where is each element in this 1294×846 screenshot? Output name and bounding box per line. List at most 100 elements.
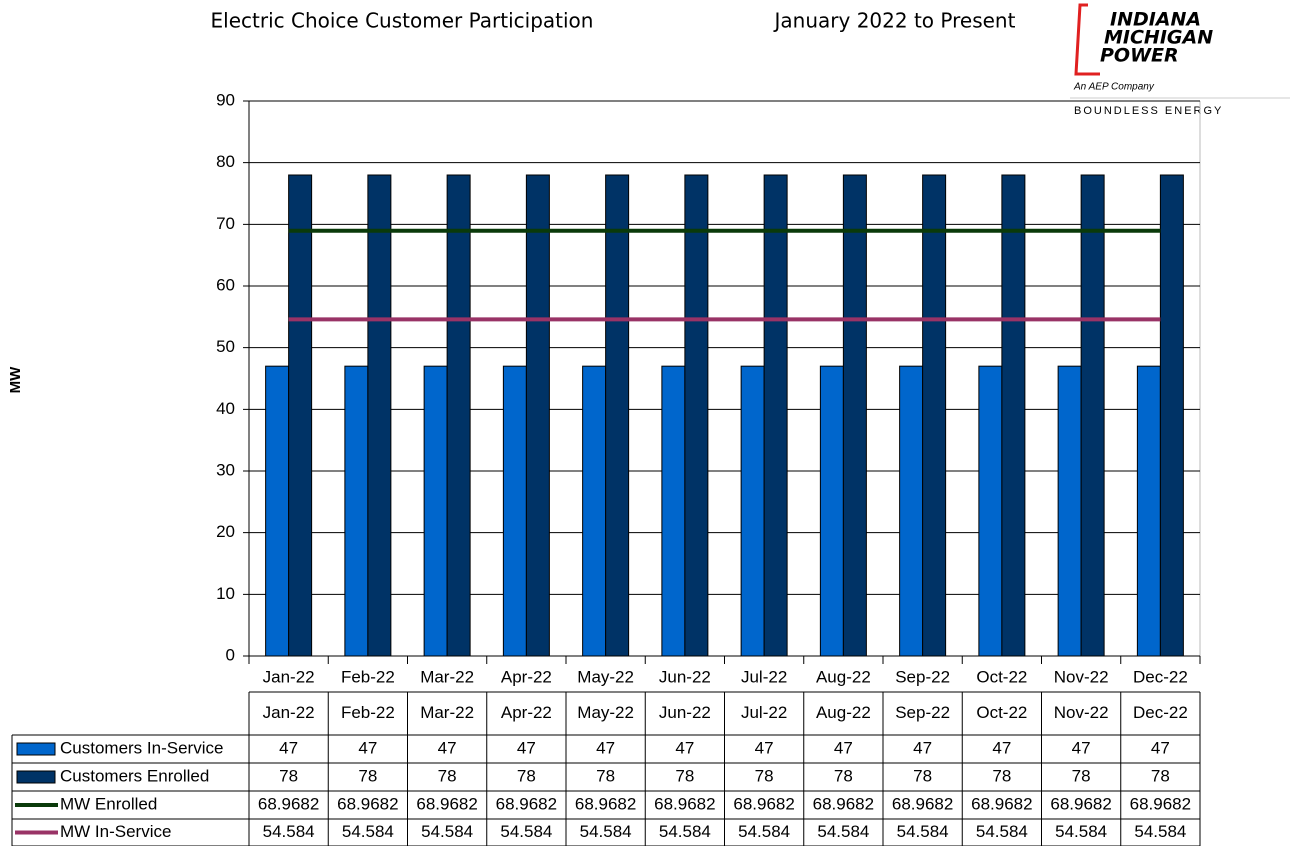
bar xyxy=(899,365,924,657)
table-cell: 54.584 xyxy=(421,822,473,841)
bar xyxy=(1159,174,1184,657)
y-tick-label: 30 xyxy=(216,460,235,479)
x-tick-label: May-22 xyxy=(577,667,634,686)
table-cell: 54.584 xyxy=(263,822,315,841)
x-tick-label: Oct-22 xyxy=(976,667,1027,686)
y-tick-label: 90 xyxy=(216,90,235,109)
table-cell: 68.9682 xyxy=(1050,794,1111,813)
chart-subtitle: January 2022 to Present xyxy=(773,9,1016,33)
table-header: May-22 xyxy=(577,703,634,722)
legend-swatch xyxy=(16,770,56,784)
chart-title: Electric Choice Customer Participation xyxy=(211,9,594,33)
bar xyxy=(819,365,844,657)
bar xyxy=(582,365,607,657)
table-cell: 54.584 xyxy=(580,822,632,841)
y-axis-label: MW xyxy=(7,366,24,393)
bar xyxy=(763,174,788,657)
legend-label: Customers In-Service xyxy=(60,738,223,757)
table-cell: 78 xyxy=(913,766,932,785)
bar xyxy=(367,174,392,657)
table-cell: 68.9682 xyxy=(496,794,557,813)
x-tick-label: Aug-22 xyxy=(816,667,871,686)
table-cell: 68.9682 xyxy=(971,794,1032,813)
table-cell: 54.584 xyxy=(342,822,394,841)
bar xyxy=(288,174,313,657)
table-cell: 47 xyxy=(358,738,377,757)
table-cell: 54.584 xyxy=(817,822,869,841)
bar xyxy=(265,365,290,657)
table-cell: 47 xyxy=(992,738,1011,757)
table-cell: 54.584 xyxy=(1134,822,1186,841)
table-cell: 68.9682 xyxy=(416,794,477,813)
table-cell: 47 xyxy=(834,738,853,757)
table-header: Jun-22 xyxy=(659,703,711,722)
table-cell: 68.9682 xyxy=(654,794,715,813)
table-cell: 68.9682 xyxy=(813,794,874,813)
bar xyxy=(922,174,947,657)
table-cell: 68.9682 xyxy=(892,794,953,813)
y-tick-label: 50 xyxy=(216,337,235,356)
x-tick-label: Jun-22 xyxy=(659,667,711,686)
table-cell: 68.9682 xyxy=(258,794,319,813)
y-tick-label: 20 xyxy=(216,522,235,541)
table-cell: 47 xyxy=(913,738,932,757)
legend-label: MW Enrolled xyxy=(60,794,157,813)
bar xyxy=(344,365,369,657)
table-header: Sep-22 xyxy=(895,703,950,722)
legend-label: Customers Enrolled xyxy=(60,766,209,785)
table-cell: 47 xyxy=(755,738,774,757)
table-cell: 47 xyxy=(1072,738,1091,757)
bar xyxy=(525,174,550,657)
table-cell: 54.584 xyxy=(500,822,552,841)
x-tick-label: Jul-22 xyxy=(741,667,787,686)
bar xyxy=(502,365,527,657)
table-cell: 54.584 xyxy=(897,822,949,841)
table-header: Mar-22 xyxy=(420,703,474,722)
x-tick-label: Dec-22 xyxy=(1133,667,1188,686)
table-cell: 78 xyxy=(517,766,536,785)
y-tick-label: 60 xyxy=(216,275,235,294)
y-tick-label: 80 xyxy=(216,152,235,171)
table-cell: 54.584 xyxy=(659,822,711,841)
y-tick-label: 0 xyxy=(226,645,235,664)
bar xyxy=(1057,365,1082,657)
table-cell: 78 xyxy=(438,766,457,785)
table-cell: 47 xyxy=(279,738,298,757)
table-cell: 78 xyxy=(755,766,774,785)
table-header: Feb-22 xyxy=(341,703,395,722)
table-cell: 78 xyxy=(1151,766,1170,785)
y-tick-label: 10 xyxy=(216,584,235,603)
table-header: Jul-22 xyxy=(741,703,787,722)
table-cell: 47 xyxy=(596,738,615,757)
table-cell: 78 xyxy=(596,766,615,785)
bar xyxy=(1136,365,1161,657)
x-tick-label: Mar-22 xyxy=(420,667,474,686)
table-cell: 68.9682 xyxy=(575,794,636,813)
table-header: Aug-22 xyxy=(816,703,871,722)
table-cell: 78 xyxy=(834,766,853,785)
logo-tagline: An AEP Company xyxy=(1073,82,1155,93)
bar xyxy=(740,365,765,657)
logo-bracket xyxy=(1074,3,1100,76)
table-cell: 78 xyxy=(358,766,377,785)
bar xyxy=(684,174,709,657)
x-tick-label: Nov-22 xyxy=(1054,667,1109,686)
table-header: Oct-22 xyxy=(976,703,1027,722)
table-cell: 54.584 xyxy=(1055,822,1107,841)
y-tick-label: 70 xyxy=(216,214,235,233)
x-tick-label: Sep-22 xyxy=(895,667,950,686)
legend-label: MW In-Service xyxy=(60,822,171,841)
table-cell: 54.584 xyxy=(976,822,1028,841)
table-cell: 47 xyxy=(438,738,457,757)
table-cell: 78 xyxy=(675,766,694,785)
table-cell: 47 xyxy=(1151,738,1170,757)
table-cell: 54.584 xyxy=(738,822,790,841)
table-cell: 78 xyxy=(279,766,298,785)
table-cell: 68.9682 xyxy=(1130,794,1191,813)
x-tick-label: Jan-22 xyxy=(263,667,315,686)
table-cell: 47 xyxy=(517,738,536,757)
bar xyxy=(661,365,686,657)
table-cell: 68.9682 xyxy=(337,794,398,813)
bar xyxy=(423,365,448,657)
